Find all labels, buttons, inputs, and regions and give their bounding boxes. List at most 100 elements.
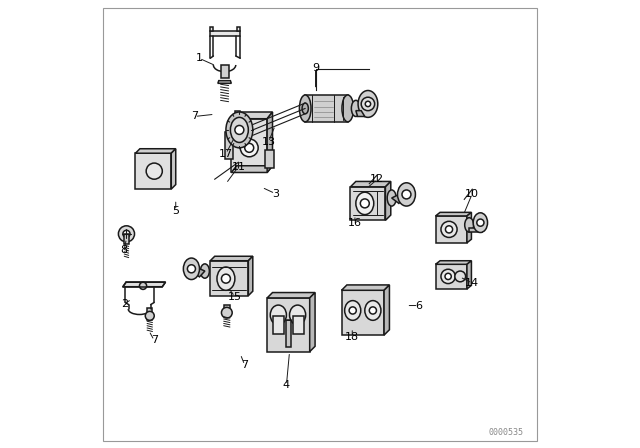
Ellipse shape <box>200 264 209 278</box>
Polygon shape <box>436 264 467 289</box>
Polygon shape <box>305 95 348 122</box>
Bar <box>292 316 304 334</box>
Polygon shape <box>384 285 389 335</box>
Polygon shape <box>467 261 472 289</box>
Ellipse shape <box>358 90 378 117</box>
Bar <box>224 305 230 316</box>
Polygon shape <box>231 112 273 119</box>
Polygon shape <box>248 256 253 296</box>
Bar <box>221 65 228 78</box>
Text: 12: 12 <box>371 174 385 184</box>
Circle shape <box>441 269 455 284</box>
Text: 15: 15 <box>228 292 242 302</box>
Text: 1: 1 <box>196 53 202 63</box>
Polygon shape <box>436 216 467 243</box>
Polygon shape <box>342 290 384 335</box>
Polygon shape <box>436 261 472 264</box>
Circle shape <box>365 101 371 107</box>
Ellipse shape <box>302 103 308 114</box>
Text: 11: 11 <box>232 162 246 172</box>
Circle shape <box>146 163 163 179</box>
Bar <box>235 111 240 119</box>
Circle shape <box>369 307 376 314</box>
Polygon shape <box>136 153 172 189</box>
Circle shape <box>445 273 451 280</box>
Circle shape <box>455 271 466 282</box>
Text: 7: 7 <box>191 112 198 121</box>
Circle shape <box>188 265 195 273</box>
Text: 10: 10 <box>465 189 479 198</box>
Circle shape <box>235 125 244 134</box>
Text: 14: 14 <box>465 278 479 288</box>
Text: 8: 8 <box>121 245 128 254</box>
Polygon shape <box>210 261 248 296</box>
Circle shape <box>140 282 147 289</box>
Text: 13: 13 <box>262 137 275 147</box>
Polygon shape <box>210 31 240 36</box>
Bar <box>287 320 291 347</box>
Text: 4: 4 <box>283 380 290 390</box>
Bar <box>265 150 274 168</box>
Text: 6: 6 <box>415 301 422 310</box>
Text: 2: 2 <box>121 299 128 309</box>
Text: 7: 7 <box>150 336 158 345</box>
Polygon shape <box>136 149 176 153</box>
Polygon shape <box>351 187 385 220</box>
Polygon shape <box>231 119 267 172</box>
Ellipse shape <box>344 301 361 320</box>
Ellipse shape <box>217 267 235 290</box>
Polygon shape <box>123 282 165 287</box>
Polygon shape <box>392 194 403 203</box>
Circle shape <box>118 226 134 242</box>
Polygon shape <box>172 149 176 189</box>
Ellipse shape <box>397 183 415 206</box>
Ellipse shape <box>465 218 474 232</box>
Polygon shape <box>194 268 205 277</box>
Polygon shape <box>342 285 389 290</box>
Text: 9: 9 <box>312 63 319 73</box>
Circle shape <box>240 139 258 157</box>
Polygon shape <box>267 298 310 352</box>
Polygon shape <box>436 212 472 216</box>
Bar <box>124 234 129 244</box>
Polygon shape <box>310 293 315 352</box>
Circle shape <box>477 219 484 226</box>
Ellipse shape <box>351 100 360 116</box>
Circle shape <box>445 226 452 233</box>
Ellipse shape <box>300 95 311 122</box>
Circle shape <box>244 143 253 152</box>
Polygon shape <box>267 112 273 172</box>
Ellipse shape <box>356 192 374 215</box>
Circle shape <box>221 274 230 283</box>
Ellipse shape <box>230 117 248 142</box>
Polygon shape <box>218 81 231 83</box>
Bar <box>273 316 284 334</box>
Bar <box>225 132 233 159</box>
Text: 7: 7 <box>241 360 248 370</box>
Polygon shape <box>237 27 240 31</box>
Circle shape <box>123 230 130 237</box>
Text: 16: 16 <box>348 218 362 228</box>
Polygon shape <box>231 166 273 172</box>
Text: 5: 5 <box>172 206 179 215</box>
Text: 0000535: 0000535 <box>489 428 524 437</box>
Circle shape <box>349 307 356 314</box>
Polygon shape <box>385 181 391 220</box>
Polygon shape <box>356 111 365 116</box>
Circle shape <box>360 199 369 208</box>
Text: 18: 18 <box>345 332 359 342</box>
Polygon shape <box>467 212 472 243</box>
Text: 17: 17 <box>219 149 233 159</box>
Polygon shape <box>267 293 315 298</box>
Ellipse shape <box>365 301 381 320</box>
Text: 3: 3 <box>272 189 278 198</box>
Ellipse shape <box>473 213 488 233</box>
Bar <box>469 228 482 232</box>
Ellipse shape <box>226 112 253 148</box>
Polygon shape <box>210 256 253 261</box>
Ellipse shape <box>342 95 354 122</box>
Ellipse shape <box>289 305 306 325</box>
Ellipse shape <box>387 190 396 206</box>
Bar <box>147 308 152 320</box>
Circle shape <box>361 97 374 111</box>
